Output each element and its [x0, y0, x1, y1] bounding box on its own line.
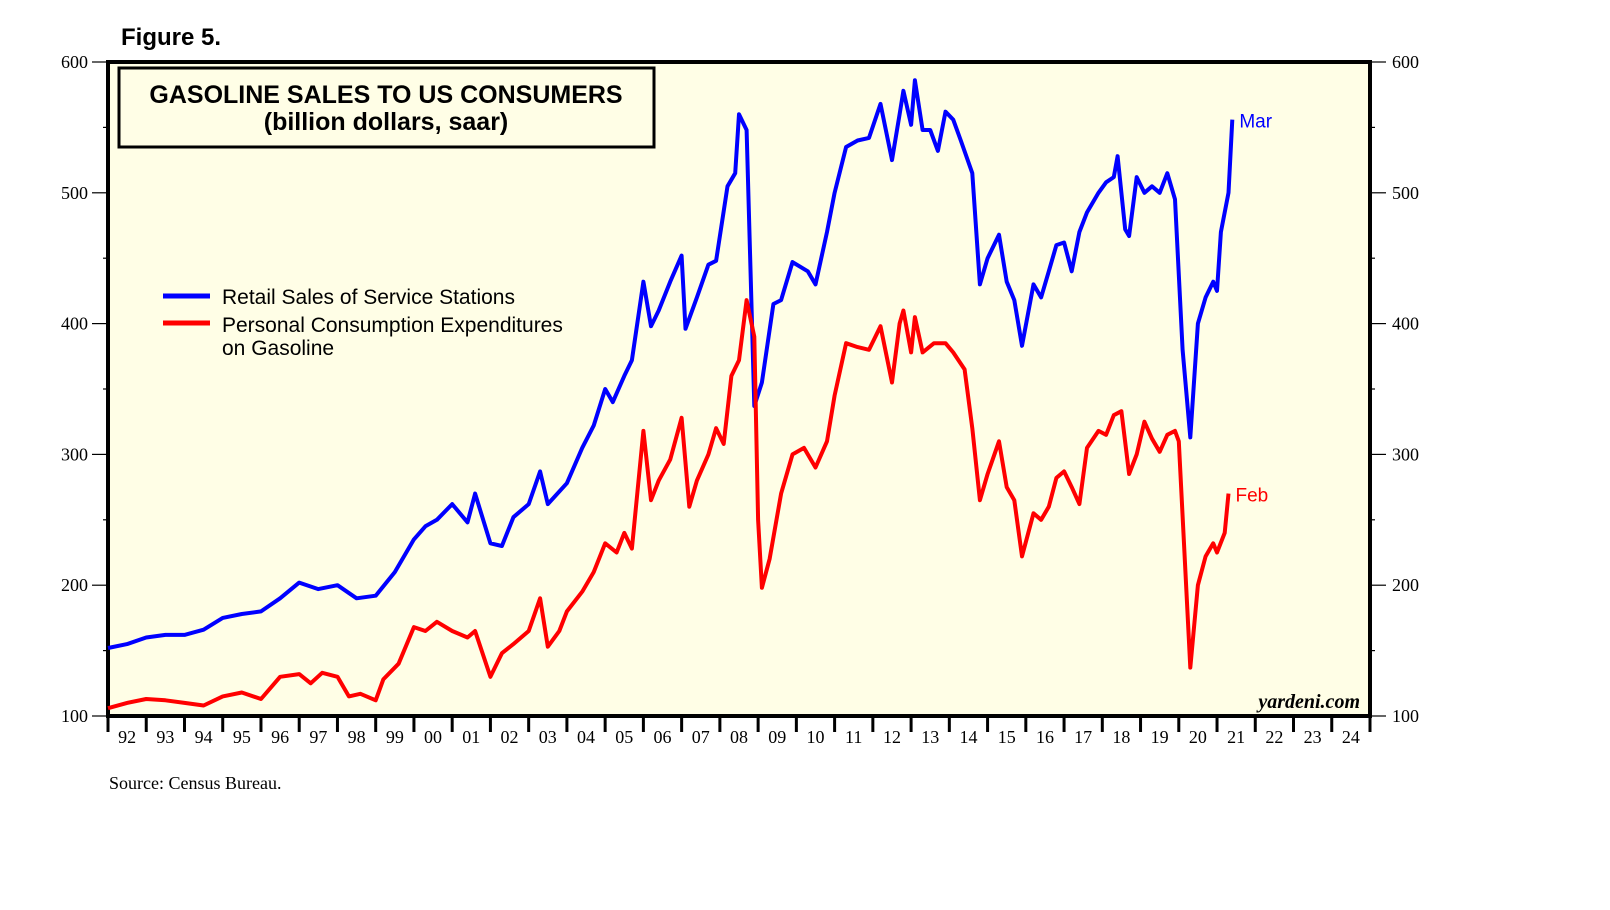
x-axis: 92 93 94 95 96 97 98 99 00 01 02 03 04 05 06 07 08 09 10 11…	[106, 716, 1372, 747]
x-tick-label: 02	[501, 727, 519, 747]
x-tick-label: 22	[1265, 727, 1283, 747]
x-tick-label: 24	[1342, 727, 1360, 747]
y-axis-left: 100 200 300 400 500 600	[61, 52, 108, 726]
y-tick-label-left: 100	[61, 706, 88, 726]
y-tick-label-right: 200	[1392, 575, 1419, 595]
x-tick-label: 98	[348, 727, 366, 747]
title-box	[117, 66, 656, 149]
x-tick-label: 01	[462, 727, 480, 747]
x-tick-label: 20	[1189, 727, 1207, 747]
x-tick-label: 14	[959, 727, 977, 747]
x-tick-label: 05	[615, 727, 633, 747]
x-tick-label: 92	[118, 727, 136, 747]
x-tick-label: 94	[195, 727, 213, 747]
plot-area	[106, 60, 1372, 718]
x-tick-label: 08	[730, 727, 748, 747]
y-tick-label-left: 500	[61, 183, 88, 203]
x-tick-label: 18	[1112, 727, 1130, 747]
series-line-pce	[107, 298, 1231, 711]
x-tick-label: 99	[386, 727, 404, 747]
x-tick-label: 09	[768, 727, 786, 747]
watermark: yardeni.com	[1256, 691, 1360, 713]
x-tick-label: 93	[156, 727, 174, 747]
y-tick-label-right: 600	[1392, 52, 1419, 72]
x-tick-label: 07	[692, 727, 710, 747]
series-line-retail	[107, 78, 1235, 650]
x-tick-label: 19	[1151, 727, 1169, 747]
x-tick-label: 23	[1304, 727, 1322, 747]
y-tick-label-right: 400	[1392, 314, 1419, 334]
x-tick-label: 10	[806, 727, 824, 747]
x-tick-label: 04	[577, 727, 595, 747]
x-tick-label: 97	[309, 727, 327, 747]
x-tick-label: 00	[424, 727, 442, 747]
y-axis-right: 100 200 300 400 500 600	[1370, 52, 1419, 726]
source-note: Source: Census Bureau.	[109, 773, 281, 793]
y-tick-label-right: 100	[1392, 706, 1419, 726]
y-tick-label-left: 600	[61, 52, 88, 72]
series-group: Mar Feb	[107, 78, 1273, 711]
x-tick-label: 11	[845, 727, 862, 747]
x-tick-label: 03	[539, 727, 557, 747]
y-tick-label-left: 400	[61, 314, 88, 334]
end-label-retail: Mar	[1239, 112, 1272, 133]
x-tick-label: 16	[1036, 727, 1054, 747]
y-tick-label-right: 300	[1392, 444, 1419, 464]
legend-label-pce-line1: Personal Consumption Expenditures	[222, 314, 563, 337]
figure-label: Figure 5.	[121, 24, 221, 51]
x-tick-label: 12	[883, 727, 901, 747]
y-tick-label-right: 500	[1392, 183, 1419, 203]
x-tick-label: 95	[233, 727, 251, 747]
legend-label-pce-line2: on Gasoline	[222, 337, 334, 360]
y-tick-label-left: 200	[61, 575, 88, 595]
x-tick-label: 96	[271, 727, 289, 747]
legend-label-retail: Retail Sales of Service Stations	[222, 286, 515, 309]
chart-subtitle: (billion dollars, saar)	[264, 108, 509, 136]
x-tick-label: 13	[921, 727, 939, 747]
end-label-pce: Feb	[1236, 486, 1269, 507]
y-tick-label-left: 300	[61, 444, 88, 464]
chart-title: GASOLINE SALES TO US CONSUMERS	[149, 81, 622, 109]
x-tick-label: 21	[1227, 727, 1245, 747]
x-tick-label: 17	[1074, 727, 1092, 747]
x-tick-label: 06	[654, 727, 672, 747]
x-tick-label: 15	[998, 727, 1016, 747]
